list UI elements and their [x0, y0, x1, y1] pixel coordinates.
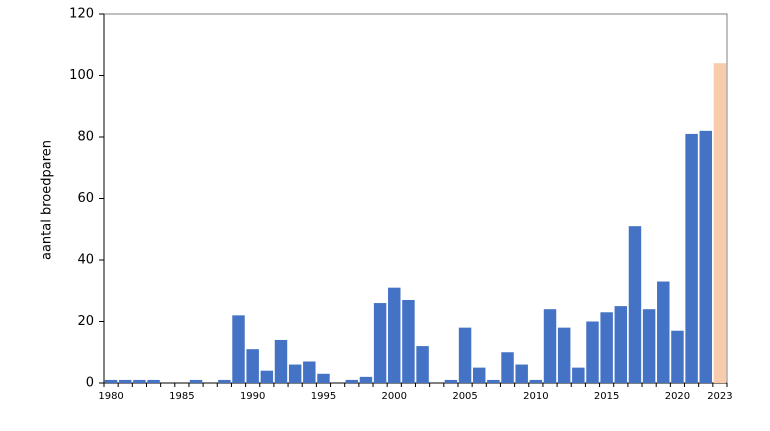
bar-2016: [614, 306, 628, 384]
y-tick-label: 100: [69, 68, 94, 83]
bar-2001: [402, 299, 415, 383]
bar-2018: [642, 309, 656, 383]
bar-2022: [699, 130, 712, 383]
x-tick-label: 2005: [452, 391, 477, 402]
bar-1988: [218, 379, 231, 383]
bar-2002: [416, 346, 429, 383]
bar-1981: [119, 379, 132, 383]
bar-2010: [529, 379, 543, 383]
bar-1999: [373, 303, 387, 383]
x-tick-label: 1995: [311, 391, 336, 402]
bars-group: [104, 63, 727, 384]
bar-2020: [671, 330, 684, 383]
x-tick-label: 1985: [169, 391, 194, 402]
bar-1986: [189, 379, 203, 383]
x-tick-label: 2010: [523, 391, 548, 402]
bar-1980: [104, 379, 118, 383]
bar-2012: [557, 327, 571, 383]
x-tick-label: 1990: [240, 391, 265, 402]
bar-2023: [713, 63, 727, 383]
bar-2014: [586, 321, 599, 383]
bar-2009: [515, 364, 528, 383]
bar-2005: [458, 327, 472, 383]
x-tick-label: 1980: [98, 391, 123, 402]
bar-2011: [543, 309, 557, 383]
y-tick-label: 40: [77, 253, 94, 268]
bar-1998: [359, 376, 373, 383]
y-axis-title: aantal broedparen: [40, 140, 55, 260]
y-tick-label: 20: [77, 314, 94, 329]
bar-2000: [388, 287, 401, 383]
y-tick-label: 120: [69, 7, 94, 22]
x-axis: 1980 1985 1990 1995 2000 2005 2010 2015 2020 2023: [98, 383, 733, 402]
bar-1992: [274, 339, 288, 383]
bar-2006: [472, 367, 486, 384]
y-tick-label: 60: [77, 191, 94, 206]
bar-2015: [600, 312, 613, 383]
bar-2017: [628, 226, 642, 383]
bar-1995: [317, 373, 330, 383]
y-axis: 0 20 40 60 80 100 120: [69, 7, 104, 391]
x-tick-label: 2015: [594, 391, 619, 402]
bar-1990: [246, 349, 259, 383]
y-tick-label: 80: [77, 130, 94, 145]
bar-2019: [657, 281, 670, 383]
bar-2013: [572, 367, 585, 384]
bar-1983: [147, 379, 160, 383]
bar-1982: [133, 379, 146, 383]
bar-2021: [685, 133, 698, 383]
bar-2004: [444, 379, 458, 383]
x-tick-label: 2020: [665, 391, 690, 402]
y-tick-label: 0: [86, 376, 94, 391]
x-tick-label: 2000: [382, 391, 407, 402]
bar-1989: [232, 315, 245, 383]
x-tick-label: 2023: [707, 391, 732, 402]
bar-1991: [260, 370, 274, 383]
bar-2008: [501, 352, 514, 383]
bar-2007: [487, 379, 500, 383]
bar-1997: [345, 379, 359, 383]
bar-1993: [288, 364, 302, 383]
bar-1994: [303, 361, 316, 383]
